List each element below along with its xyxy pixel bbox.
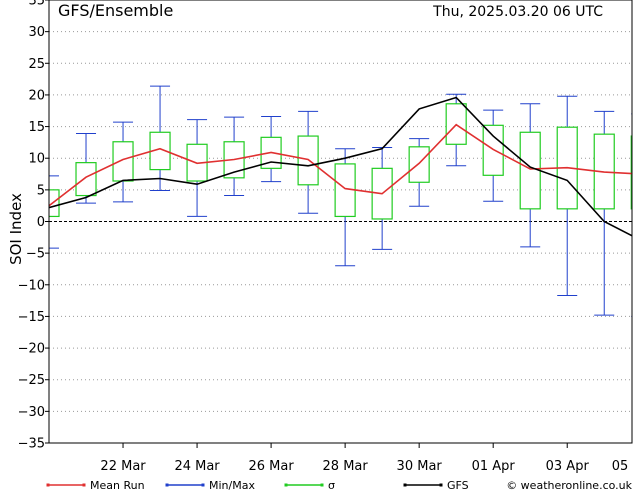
legend-swatch-end (439, 483, 443, 487)
legend-swatch-end (284, 483, 288, 487)
x-tick-label: 05 (612, 459, 629, 474)
legend-swatch-end (320, 483, 324, 487)
credit-text: © weatheronline.co.uk (506, 479, 632, 490)
legend-swatch-end (201, 483, 205, 487)
y-tick-label: −10 (18, 278, 45, 293)
legend-label: Min/Max (209, 479, 255, 490)
y-tick-label: 25 (28, 57, 45, 72)
x-axis: 22 Mar 24 Mar 26 Mar 28 Mar 30 Mar 01 Apr 03 A… (100, 443, 628, 474)
legend: Mean Run Min/Max σ GFS © weatheronline.co.uk (46, 479, 633, 490)
y-tick-label: 35 (28, 0, 45, 9)
sigma-box (75, 162, 97, 197)
y-tick-label: 5 (37, 183, 45, 198)
y-tick-label: −30 (18, 405, 45, 420)
y-tick-label: −15 (18, 310, 45, 325)
y-tick-label: −20 (18, 342, 45, 357)
y-tick-label: 30 (28, 25, 45, 40)
legend-label: GFS (447, 479, 469, 490)
legend-swatch-end (165, 483, 169, 487)
y-tick-label: 0 (37, 215, 45, 230)
chart-title: GFS/Ensemble (58, 1, 173, 20)
x-tick-label: 24 Mar (174, 459, 220, 474)
run-date: Thu, 2025.03.20 06 UTC (432, 4, 603, 20)
legend-label: Mean Run (90, 479, 145, 490)
x-tick-label: 01 Apr (472, 459, 516, 474)
y-tick-label: 15 (28, 120, 45, 135)
mean-run-line (49, 123, 632, 207)
sigma-box (482, 124, 504, 176)
grid (49, 31, 632, 412)
y-axis: −35 −30 −25 −20 −15 −10 −5 0 5 10 15 20 25 30 35 (18, 0, 49, 452)
line-series (49, 96, 632, 237)
x-tick-label: 03 Apr (546, 459, 590, 474)
x-tick-label: 26 Mar (248, 459, 294, 474)
y-tick-label: −25 (18, 373, 45, 388)
y-tick-label: −35 (18, 437, 45, 452)
sigma-box (519, 131, 541, 210)
y-tick-label: 20 (28, 88, 45, 103)
sigma-box (408, 146, 430, 183)
y-axis-label: SOI Index (7, 193, 25, 265)
sigma-box (49, 189, 60, 218)
x-tick-label: 30 Mar (397, 459, 443, 474)
x-tick-label: 22 Mar (100, 459, 146, 474)
plot-frame (48, 0, 633, 444)
legend-swatch-end (46, 483, 50, 487)
sigma-box (112, 141, 134, 182)
x-tick-label: 28 Mar (323, 459, 369, 474)
legend-swatch-end (403, 483, 407, 487)
legend-swatch-end (82, 483, 86, 487)
y-tick-label: 10 (28, 152, 45, 167)
legend-label: σ (328, 479, 335, 490)
gfs-line (49, 96, 632, 237)
y-tick-label: −5 (26, 247, 45, 262)
